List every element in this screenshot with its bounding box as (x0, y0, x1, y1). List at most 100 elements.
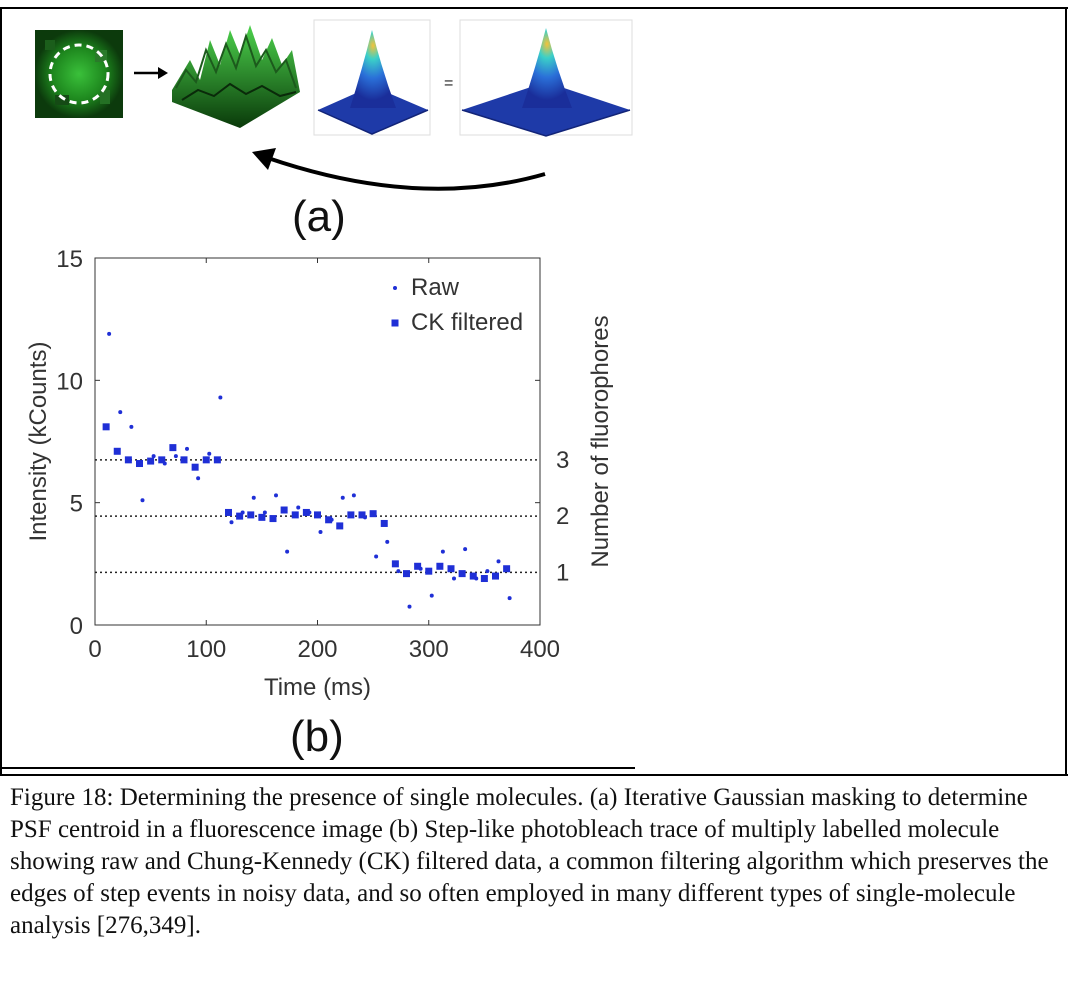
ck-filtered-point (492, 572, 499, 580)
fluorophore-level-label: 3 (556, 447, 569, 474)
ck-filtered-point (180, 456, 188, 464)
raw-point (429, 593, 434, 598)
raw-point (296, 505, 301, 510)
raw-point (407, 604, 412, 609)
raw-point (396, 569, 401, 574)
x-tick-label: 200 (297, 636, 337, 663)
raw-point (274, 493, 278, 498)
raw-point (285, 549, 290, 554)
ck-filtered-point (336, 522, 344, 530)
y2-axis-label: Number of fluorophores (587, 315, 614, 567)
ck-filtered-point (291, 511, 299, 519)
ck-filtered-point (425, 567, 433, 575)
raw-point (151, 454, 156, 459)
raw-point (340, 495, 345, 500)
raw-point (507, 596, 512, 601)
gaussian-mask-plot (313, 19, 431, 136)
ck-filtered-point (380, 519, 388, 527)
raw-point (440, 549, 445, 554)
raw-point (173, 454, 178, 459)
ck-filtered-point (191, 463, 199, 471)
y-tick-label: 0 (70, 613, 83, 640)
fluorescence-image (35, 30, 123, 118)
ck-filtered-point (314, 511, 321, 519)
ck-filtered-point (436, 562, 444, 570)
ck-filtered-point (280, 506, 288, 514)
raw-point (251, 495, 256, 500)
noisy-surface-plot (172, 25, 300, 128)
photobleach-chart: 0 100 200 300 400 0 5 10 15 Time (ms) Intensity (k… (25, 246, 614, 700)
x-axis-label: Time (ms) (264, 674, 371, 700)
y-tick-label: 5 (70, 491, 83, 518)
ck-filtered-point (247, 511, 255, 519)
ck-filtered-point (269, 515, 277, 523)
raw-point (129, 424, 134, 429)
y-axis-label: Intensity (kCounts) (25, 341, 52, 541)
ck-filtered-point (158, 456, 166, 464)
y-tick-label: 15 (56, 246, 83, 273)
raw-point (374, 554, 379, 559)
panel-a-graphics: x = (35, 19, 633, 191)
raw-point (107, 331, 112, 336)
ck-filtered-point (347, 511, 355, 519)
y-tick-label: 10 (56, 368, 83, 395)
ck-filtered-point (469, 572, 477, 580)
x-tick-label: 400 (520, 636, 560, 663)
arrow-right-icon (134, 67, 168, 79)
curved-arrow-icon (252, 148, 546, 191)
ck-filtered-point (169, 444, 177, 452)
ck-filtered-point (302, 508, 310, 516)
raw-point (207, 451, 212, 456)
figure-caption: Figure 18: Determining the presence of s… (10, 784, 1049, 939)
raw-point (318, 530, 323, 535)
legend-raw-label: Raw (411, 274, 460, 301)
x-tick-label: 100 (186, 636, 226, 663)
ck-filtered-point (102, 423, 110, 431)
ck-filtered-point (391, 560, 399, 568)
ck-filtered-point (480, 575, 488, 583)
result-surface-plot (459, 19, 633, 137)
fluorophore-level-label: 2 (556, 503, 569, 530)
x-tick-label: 300 (409, 636, 449, 663)
ck-filtered-point (358, 511, 366, 519)
ck-filtered-point (447, 565, 455, 573)
panel-a-label: (a) (292, 192, 346, 241)
ck-filtered-point (213, 456, 221, 464)
raw-point (229, 520, 234, 525)
legend-ck-marker (391, 319, 399, 327)
raw-point (185, 446, 189, 451)
x-tick-label: 0 (88, 636, 101, 663)
ck-filtered-point (369, 510, 377, 518)
ck-filtered-point (236, 512, 244, 520)
raw-point (140, 498, 145, 503)
equals-sign: = (444, 75, 453, 92)
ck-filtered-point (403, 570, 410, 578)
ck-filtered-point (414, 562, 422, 570)
ck-filtered-point (503, 565, 511, 573)
raw-point (118, 410, 123, 415)
legend-ck-label: CK filtered (411, 309, 523, 336)
raw-point (496, 559, 501, 564)
ck-filtered-point (325, 516, 333, 524)
raw-point (196, 476, 201, 481)
ck-filtered-point (202, 456, 210, 464)
raw-point (218, 395, 223, 400)
panel-b-label: (b) (290, 712, 344, 761)
raw-point (262, 510, 267, 515)
raw-point (385, 539, 390, 544)
ck-filtered-point (147, 457, 155, 465)
raw-point (351, 493, 356, 498)
legend-raw-marker (393, 286, 397, 290)
raw-point (452, 576, 456, 581)
raw-point (463, 547, 468, 552)
ck-filtered-point (225, 508, 232, 516)
fluorophore-level-label: 1 (556, 559, 569, 586)
raw-point (485, 569, 490, 574)
ck-filtered-point (458, 570, 466, 578)
ck-filtered-point (258, 513, 266, 521)
ck-filtered-point (136, 460, 143, 468)
ck-filtered-point (124, 456, 132, 464)
ck-filtered-point (113, 447, 121, 455)
